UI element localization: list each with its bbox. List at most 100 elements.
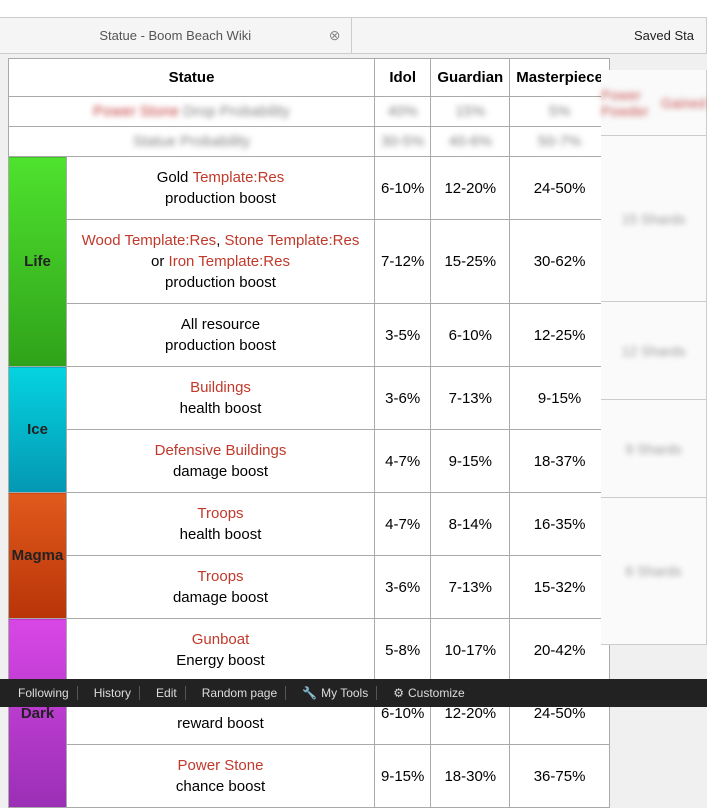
statue-desc: Defensive Buildings damage boost xyxy=(67,430,375,493)
wrench-icon: 🔧 xyxy=(302,686,317,700)
table-row: Magma Troops health boost 4-7% 8-14% 16-… xyxy=(9,493,610,556)
text: production boost xyxy=(75,272,366,293)
blurred-text: 5% xyxy=(510,97,610,127)
tab-label: Saved Sta xyxy=(634,28,694,43)
statue-desc: Buildings health boost xyxy=(67,367,375,430)
text: , xyxy=(216,232,224,249)
text: production boost xyxy=(75,188,366,209)
value-master: 16-35% xyxy=(510,493,610,556)
value-idol: 3-6% xyxy=(375,367,431,430)
table-row: All resource production boost 3-5% 6-10%… xyxy=(9,304,610,367)
table-row: Life Gold Template:Res production boost … xyxy=(9,157,610,220)
value-master: 36-75% xyxy=(510,745,610,808)
footer-customize[interactable]: ⚙Customize xyxy=(385,686,472,700)
blurred-side-cell: 12 Shards xyxy=(601,302,707,400)
link-troops[interactable]: Troops xyxy=(197,568,243,585)
text: All resource xyxy=(75,314,366,335)
statue-desc: Gold Template:Res production boost xyxy=(67,157,375,220)
table-row: Power Stone chance boost 9-15% 18-30% 36… xyxy=(9,745,610,808)
col-statue: Statue xyxy=(9,59,375,97)
category-life: Life xyxy=(9,157,67,367)
value-master: 9-15% xyxy=(510,367,610,430)
footer-following[interactable]: Following xyxy=(10,686,78,700)
text: reward boost xyxy=(75,713,366,734)
blurred-row: Power Stone Drop Probability 40% 15% 5% xyxy=(9,97,610,127)
value-guardian: 7-13% xyxy=(431,367,510,430)
statue-desc: Troops damage boost xyxy=(67,556,375,619)
col-master: Masterpiece xyxy=(510,59,610,97)
browser-tabbar: Statue - Boom Beach Wiki ⊗ Saved Sta xyxy=(0,18,707,54)
category-magma: Magma xyxy=(9,493,67,619)
link-buildings[interactable]: Buildings xyxy=(190,379,251,396)
value-guardian: 15-25% xyxy=(431,220,510,304)
link-troops[interactable]: Troops xyxy=(197,505,243,522)
text: or xyxy=(151,253,169,270)
topbar-strip xyxy=(0,0,707,18)
blurred-text: Power Stone xyxy=(93,103,179,120)
text: Customize xyxy=(408,686,465,700)
blurred-text: Drop Probability xyxy=(183,103,290,120)
blurred-side-cell: 9 Shards xyxy=(601,400,707,498)
footer-toolbar: Following History Edit Random page 🔧 My T… xyxy=(0,679,707,707)
text: Energy boost xyxy=(75,650,366,671)
value-idol: 6-10% xyxy=(375,157,431,220)
footer-edit[interactable]: Edit xyxy=(148,686,186,700)
text: chance boost xyxy=(75,776,366,797)
link-stone[interactable]: Stone Template:Res xyxy=(225,232,360,249)
blurred-side-header: Power PowderGained xyxy=(601,70,707,136)
text: damage boost xyxy=(75,587,366,608)
blurred-text: 15% xyxy=(431,97,510,127)
statue-desc: All resource production boost xyxy=(67,304,375,367)
value-master: 24-50% xyxy=(510,157,610,220)
link-gunboat[interactable]: Gunboat xyxy=(192,631,250,648)
blurred-text: 40% xyxy=(375,97,431,127)
tab-label: Statue - Boom Beach Wiki xyxy=(99,28,251,43)
statue-desc: Troops health boost xyxy=(67,493,375,556)
tab-statue-wiki[interactable]: Statue - Boom Beach Wiki ⊗ xyxy=(0,18,352,53)
value-idol: 7-12% xyxy=(375,220,431,304)
link-template-res[interactable]: Template:Res xyxy=(193,169,285,186)
close-icon[interactable]: ⊗ xyxy=(329,27,341,44)
value-master: 12-25% xyxy=(510,304,610,367)
footer-mytools[interactable]: 🔧 My Tools xyxy=(294,686,377,700)
link-def-buildings[interactable]: Defensive Buildings xyxy=(155,442,287,459)
category-dark: Dark xyxy=(9,619,67,808)
text: damage boost xyxy=(75,461,366,482)
blurred-text: 50-7% xyxy=(510,127,610,157)
footer-history[interactable]: History xyxy=(86,686,140,700)
table-row: Troops damage boost 3-6% 7-13% 15-32% xyxy=(9,556,610,619)
link-iron[interactable]: Iron Template:Res xyxy=(169,253,290,270)
footer-random[interactable]: Random page xyxy=(194,686,286,700)
value-idol: 3-6% xyxy=(375,556,431,619)
text: health boost xyxy=(75,524,366,545)
table-row: Defensive Buildings damage boost 4-7% 9-… xyxy=(9,430,610,493)
blurred-row: Statue Probability 30-5% 40-6% 50-7% xyxy=(9,127,610,157)
statue-desc: Power Stone chance boost xyxy=(67,745,375,808)
blurred-side-cell: 6 Shards xyxy=(601,498,707,645)
value-idol: 4-7% xyxy=(375,493,431,556)
value-guardian: 8-14% xyxy=(431,493,510,556)
statue-desc: Gunboat Energy boost xyxy=(67,619,375,682)
blurred-text: 40-6% xyxy=(431,127,510,157)
category-ice: Ice xyxy=(9,367,67,493)
link-wood[interactable]: Wood Template:Res xyxy=(82,232,217,249)
value-idol: 5-8% xyxy=(375,619,431,682)
value-master: 20-42% xyxy=(510,619,610,682)
value-guardian: 10-17% xyxy=(431,619,510,682)
side-blurred-column: Power PowderGained 15 Shards 12 Shards 9… xyxy=(601,70,707,645)
value-master: 18-37% xyxy=(510,430,610,493)
link-power-stone[interactable]: Power Stone xyxy=(178,757,264,774)
table-row: Wood Template:Res, Stone Template:Res or… xyxy=(9,220,610,304)
table-row: Ice Buildings health boost 3-6% 7-13% 9-… xyxy=(9,367,610,430)
value-guardian: 9-15% xyxy=(431,430,510,493)
value-idol: 4-7% xyxy=(375,430,431,493)
blurred-text: 30-5% xyxy=(375,127,431,157)
value-guardian: 7-13% xyxy=(431,556,510,619)
text: Gold xyxy=(157,169,193,186)
text: production boost xyxy=(75,335,366,356)
col-guardian: Guardian xyxy=(431,59,510,97)
tab-saved[interactable]: Saved Sta xyxy=(352,18,707,53)
value-guardian: 12-20% xyxy=(431,157,510,220)
text: health boost xyxy=(75,398,366,419)
text: My Tools xyxy=(321,686,368,700)
